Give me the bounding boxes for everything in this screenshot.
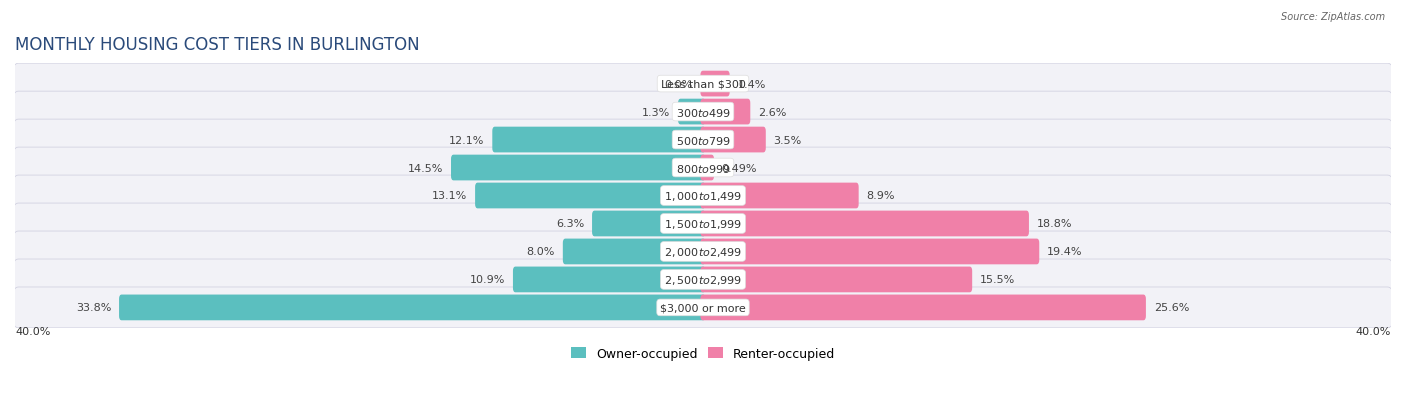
Text: 40.0%: 40.0% [15, 326, 51, 336]
FancyBboxPatch shape [700, 127, 766, 153]
Text: Source: ZipAtlas.com: Source: ZipAtlas.com [1281, 12, 1385, 22]
FancyBboxPatch shape [13, 120, 1393, 161]
FancyBboxPatch shape [13, 176, 1393, 216]
Text: 1.3%: 1.3% [643, 107, 671, 117]
Text: 18.8%: 18.8% [1036, 219, 1073, 229]
Text: 33.8%: 33.8% [76, 303, 111, 313]
Text: 14.5%: 14.5% [408, 163, 443, 173]
FancyBboxPatch shape [13, 287, 1393, 328]
FancyBboxPatch shape [700, 183, 859, 209]
Text: $2,000 to $2,499: $2,000 to $2,499 [664, 245, 742, 259]
FancyBboxPatch shape [592, 211, 706, 237]
Text: 1.4%: 1.4% [737, 79, 766, 89]
FancyBboxPatch shape [700, 239, 1039, 265]
Text: 40.0%: 40.0% [1355, 326, 1391, 336]
Text: 8.9%: 8.9% [866, 191, 894, 201]
Text: 25.6%: 25.6% [1154, 303, 1189, 313]
FancyBboxPatch shape [700, 295, 1146, 320]
FancyBboxPatch shape [451, 155, 706, 181]
FancyBboxPatch shape [513, 267, 706, 292]
FancyBboxPatch shape [700, 211, 1029, 237]
Text: 3.5%: 3.5% [773, 135, 801, 145]
Text: MONTHLY HOUSING COST TIERS IN BURLINGTON: MONTHLY HOUSING COST TIERS IN BURLINGTON [15, 36, 419, 54]
FancyBboxPatch shape [562, 239, 706, 265]
FancyBboxPatch shape [13, 259, 1393, 300]
Text: $1,500 to $1,999: $1,500 to $1,999 [664, 218, 742, 230]
Text: $800 to $999: $800 to $999 [675, 162, 731, 174]
Text: 8.0%: 8.0% [527, 247, 555, 257]
Text: 6.3%: 6.3% [555, 219, 585, 229]
Text: 2.6%: 2.6% [758, 107, 786, 117]
Text: 19.4%: 19.4% [1047, 247, 1083, 257]
FancyBboxPatch shape [13, 92, 1393, 133]
Text: $300 to $499: $300 to $499 [675, 106, 731, 118]
FancyBboxPatch shape [678, 100, 706, 125]
Legend: Owner-occupied, Renter-occupied: Owner-occupied, Renter-occupied [567, 342, 839, 365]
Text: $1,000 to $1,499: $1,000 to $1,499 [664, 190, 742, 202]
FancyBboxPatch shape [700, 100, 751, 125]
FancyBboxPatch shape [13, 64, 1393, 105]
FancyBboxPatch shape [700, 267, 972, 292]
Text: 15.5%: 15.5% [980, 275, 1015, 285]
FancyBboxPatch shape [13, 148, 1393, 188]
FancyBboxPatch shape [492, 127, 706, 153]
Text: Less than $300: Less than $300 [661, 79, 745, 89]
FancyBboxPatch shape [13, 204, 1393, 244]
Text: 12.1%: 12.1% [449, 135, 485, 145]
Text: 13.1%: 13.1% [432, 191, 467, 201]
Text: $500 to $799: $500 to $799 [675, 134, 731, 146]
FancyBboxPatch shape [475, 183, 706, 209]
FancyBboxPatch shape [13, 231, 1393, 272]
Text: $2,500 to $2,999: $2,500 to $2,999 [664, 273, 742, 286]
FancyBboxPatch shape [120, 295, 706, 320]
Text: 0.49%: 0.49% [721, 163, 758, 173]
Text: 0.0%: 0.0% [665, 79, 693, 89]
FancyBboxPatch shape [700, 71, 730, 97]
Text: 10.9%: 10.9% [470, 275, 505, 285]
Text: $3,000 or more: $3,000 or more [661, 303, 745, 313]
FancyBboxPatch shape [700, 155, 714, 181]
